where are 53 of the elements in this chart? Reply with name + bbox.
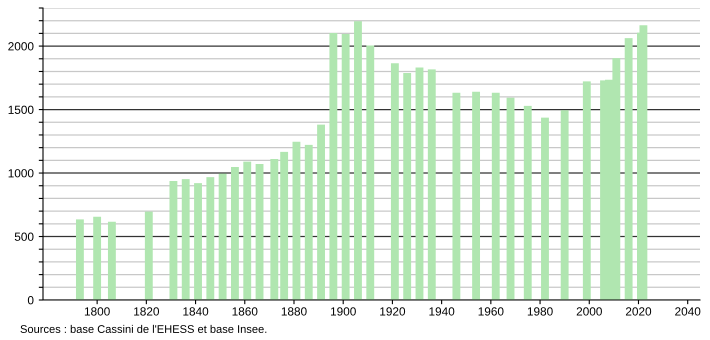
bar [108,222,116,300]
y-tick-label: 500 [14,232,34,241]
bar [472,92,480,300]
bar [194,183,202,300]
source-note: Sources : base Cassini de l'EHESS et base Insee. [20,324,266,333]
bar [582,81,591,300]
bar [506,98,514,300]
bar [452,92,460,300]
x-tick-label: 2020 [626,307,652,316]
bar [169,181,178,300]
bar [280,152,288,300]
x-tick-label: 1940 [429,307,454,316]
bar [366,45,374,300]
bar [342,34,350,300]
bar [403,73,412,300]
bar [230,166,239,300]
bar [560,110,569,300]
x-tick-label: 1840 [183,307,208,316]
bar [93,216,102,300]
bar [292,142,300,300]
bar [416,68,424,300]
x-tick-label: 1980 [528,307,553,316]
y-tick-label: 2000 [8,42,34,50]
bar [182,179,190,300]
x-tick-label: 2040 [675,307,700,316]
bar [270,158,278,300]
bar [524,106,532,300]
x-tick-label: 1960 [478,307,504,316]
y-tick-label: 0 [28,296,34,304]
bar [256,164,264,300]
bar [317,124,325,300]
bar [329,33,338,300]
bar [243,162,252,300]
bar [492,92,500,300]
x-tick-label: 1860 [232,307,258,316]
bar [390,63,399,300]
bar [624,38,633,300]
bar [218,174,227,300]
y-tick-label: 1000 [8,169,34,178]
x-tick-label: 1800 [84,307,110,316]
y-tick-label: 1500 [8,106,34,114]
bar [76,219,84,300]
bar [304,144,313,300]
x-tick-label: 1820 [134,307,160,316]
bar [144,212,153,300]
x-tick-label: 1920 [380,307,406,316]
bar [541,118,549,300]
x-tick-label: 1880 [282,307,307,316]
bar [206,177,214,300]
x-tick-label: 1900 [330,307,356,316]
bar [354,21,362,300]
bar [428,69,436,300]
x-tick-label: 2000 [576,307,602,316]
